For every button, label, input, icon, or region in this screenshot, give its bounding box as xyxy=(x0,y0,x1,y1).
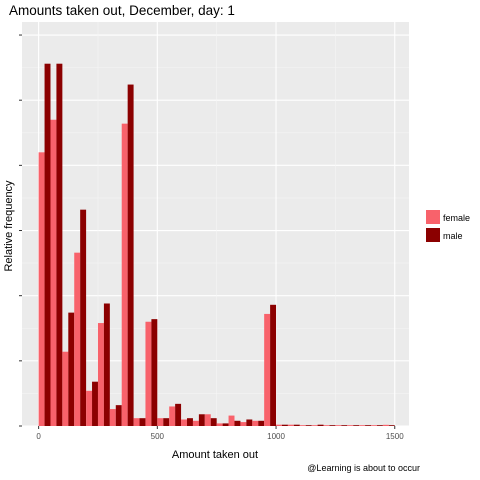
bar-female xyxy=(181,419,188,426)
bar-male xyxy=(151,319,158,426)
bar-female xyxy=(109,409,116,426)
bar-female xyxy=(62,351,69,426)
bar-male xyxy=(258,420,265,426)
bar-male xyxy=(293,424,300,426)
bar-male xyxy=(317,424,324,426)
bar-male xyxy=(376,425,383,426)
y-axis-ticks xyxy=(19,34,22,427)
bar-female xyxy=(204,414,211,426)
bar-female xyxy=(359,425,366,426)
legend-key-female xyxy=(426,210,440,224)
bar-female xyxy=(287,424,294,426)
bar-male xyxy=(187,418,193,426)
x-tick-label: 0 xyxy=(36,432,41,441)
bar-male xyxy=(305,425,312,426)
x-axis-ticks: 0 500 1000 1500 xyxy=(36,426,404,441)
bar-male xyxy=(341,425,348,426)
bar-male xyxy=(139,418,146,426)
legend: female male xyxy=(426,210,470,242)
bar-female xyxy=(169,406,176,426)
bar-female xyxy=(97,323,104,426)
bar-female xyxy=(252,420,259,426)
x-tick-label: 1000 xyxy=(267,432,285,441)
bar-female xyxy=(228,415,235,426)
y-axis-label: Relative frequency xyxy=(3,180,15,272)
legend-key-male xyxy=(426,228,440,242)
bar-male xyxy=(175,403,182,426)
bar-male xyxy=(80,209,87,426)
bar-female xyxy=(371,425,377,426)
bar-male xyxy=(353,425,360,426)
bar-male xyxy=(365,425,372,426)
bar-male xyxy=(103,303,110,426)
legend-label-male: male xyxy=(443,231,463,241)
bar-female xyxy=(145,321,152,426)
bar-female xyxy=(86,390,93,426)
x-axis-label: Amount taken out xyxy=(172,449,258,461)
bar-female xyxy=(311,425,318,426)
legend-label-female: female xyxy=(443,213,470,223)
bar-female xyxy=(264,313,271,426)
plot-panel xyxy=(22,22,409,426)
bar-male xyxy=(329,425,336,426)
bar-female xyxy=(192,420,199,426)
bar-male xyxy=(44,63,51,427)
bar-female xyxy=(121,123,128,426)
bar-male xyxy=(210,418,217,426)
bar-female xyxy=(382,424,389,426)
bar-female xyxy=(157,418,164,426)
bar-male xyxy=(163,418,170,426)
bar-male xyxy=(56,63,63,427)
bar-male xyxy=(388,425,395,426)
bar-female xyxy=(133,418,140,426)
bar-female xyxy=(38,152,45,427)
bar-female xyxy=(347,425,354,426)
bar-male xyxy=(92,381,98,426)
bar-female xyxy=(240,422,247,426)
bar-male xyxy=(198,414,205,426)
bar-female xyxy=(276,424,282,426)
chart-caption: @Learning is about to occur xyxy=(307,463,420,473)
bar-male xyxy=(246,419,253,426)
chart-title: Amounts taken out, December, day: 1 xyxy=(9,3,235,18)
bar-female xyxy=(50,119,57,426)
bar-male xyxy=(222,423,229,426)
x-tick-label: 500 xyxy=(151,432,165,441)
bar-male xyxy=(234,420,241,426)
bar-female xyxy=(299,425,306,426)
bar-female xyxy=(323,425,330,426)
x-tick-label: 1500 xyxy=(386,432,404,441)
bar-female xyxy=(74,252,81,426)
bar-male xyxy=(270,304,277,426)
bar-male xyxy=(127,84,134,426)
bar-female xyxy=(335,425,342,426)
bar-male xyxy=(281,424,288,426)
bars-group xyxy=(38,63,395,427)
bar-male xyxy=(115,405,122,426)
bar-female xyxy=(216,423,223,426)
bar-male xyxy=(68,312,75,426)
